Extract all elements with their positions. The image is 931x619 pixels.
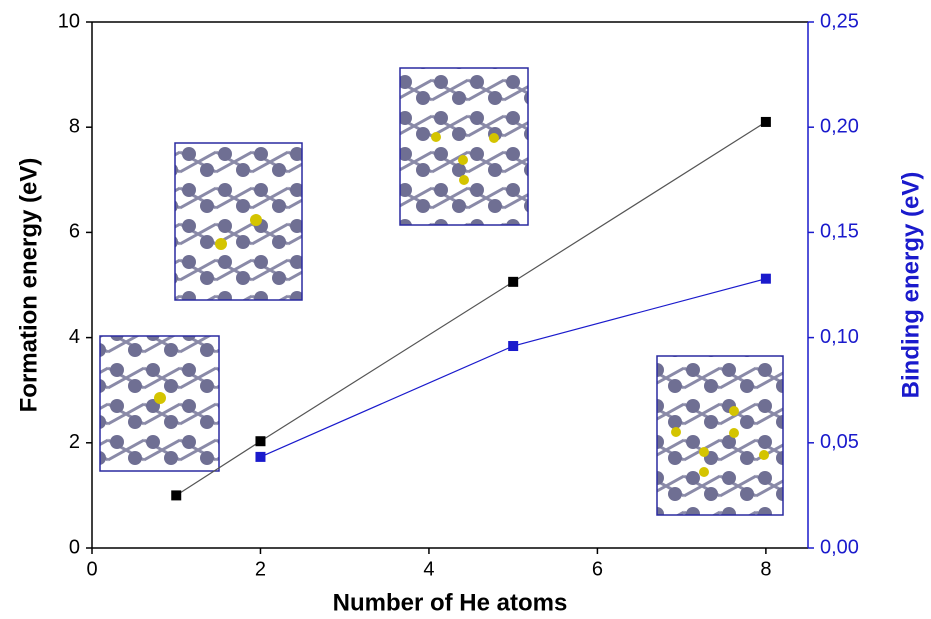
x-tick-label: 2: [255, 558, 266, 580]
data-point: [760, 116, 771, 127]
y2-tick-label: 0,00: [820, 536, 859, 558]
y-tick-label: 4: [69, 326, 80, 348]
data-point: [255, 451, 266, 462]
y2-tick-label: 0,05: [820, 431, 859, 453]
x-tick-label: 4: [423, 558, 434, 580]
data-point: [508, 276, 519, 287]
x-tick-label: 0: [86, 558, 97, 580]
data-point: [171, 490, 182, 501]
y-tick-label: 8: [69, 115, 80, 137]
y2-tick-label: 0,10: [820, 326, 859, 348]
y-tick-label: 2: [69, 431, 80, 453]
structure-insets: [99, 67, 784, 516]
data-point: [760, 273, 771, 284]
y2-tick-label: 0,15: [820, 221, 859, 243]
x-axis-title: Number of He atoms: [333, 589, 568, 616]
y-tick-label: 10: [58, 10, 80, 32]
y2-tick-label: 0,25: [820, 10, 859, 32]
x-tick-label: 8: [760, 558, 771, 580]
y2-tick-label: 0,20: [820, 115, 859, 137]
x-tick-label: 6: [592, 558, 603, 580]
y2-axis-title: Binding energy (eV): [897, 172, 924, 399]
data-point: [255, 436, 266, 447]
y-axis-title: Formation energy (eV): [15, 158, 42, 413]
series-line: [175, 121, 767, 496]
data-point: [508, 341, 519, 352]
y-tick-label: 0: [69, 536, 80, 558]
y-tick-label: 6: [69, 221, 80, 243]
